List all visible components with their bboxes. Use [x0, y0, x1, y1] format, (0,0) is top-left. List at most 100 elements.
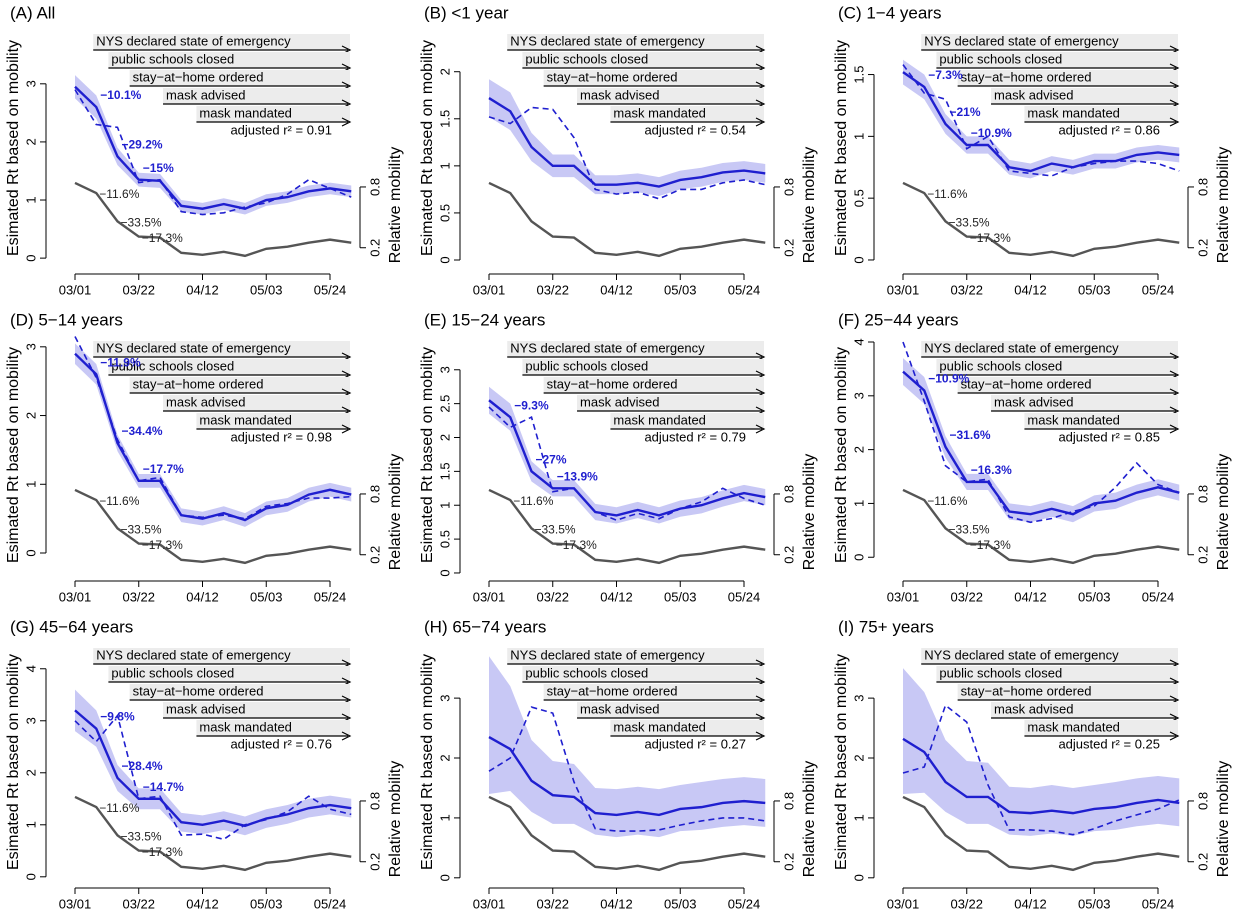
y-tick-label: 2 — [23, 138, 38, 145]
event-box — [610, 720, 764, 736]
y-axis-title: Esimated Rt based on mobility — [833, 654, 850, 870]
event-box — [543, 70, 764, 86]
y2-tick-label: 0.2 — [781, 239, 796, 257]
panel: NYS declared state of emergency public sc… — [5, 310, 404, 604]
event-box — [991, 395, 1178, 411]
event-label: stay−at−home ordered — [133, 683, 264, 698]
y-tick-label: 1 — [437, 162, 452, 169]
y-tick-label: 0.5 — [437, 204, 452, 222]
y2-tick-label: 0.8 — [367, 178, 382, 196]
y-tick-label: 3 — [23, 343, 38, 350]
event-box — [957, 70, 1178, 86]
r-squared: adjusted r² = 0.25 — [1058, 736, 1160, 751]
event-box — [522, 666, 764, 682]
x-tick-label: 05/03 — [664, 896, 697, 911]
y-tick-label: 1 — [23, 821, 38, 828]
event-box — [921, 341, 1178, 357]
y-tick-label: 0 — [437, 569, 452, 576]
x-tick-label: 03/22 — [536, 282, 569, 297]
panel-title: (B) <1 year — [424, 3, 509, 22]
y-tick-label: 3 — [851, 694, 866, 701]
event-box — [936, 52, 1178, 68]
event-box — [957, 684, 1178, 700]
y2-axis-title: Relative mobility — [387, 147, 404, 263]
x-tick-label: 03/22 — [950, 282, 983, 297]
y-tick-label: 1 — [851, 133, 866, 140]
x-tick-label: 05/24 — [314, 282, 347, 297]
mobility-line — [488, 181, 766, 258]
panel-title: (D) 5−14 years — [10, 310, 123, 329]
mobility-line — [902, 181, 1180, 258]
panel: NYS declared state of emergency public sc… — [419, 310, 818, 604]
x-tick-label: 04/12 — [186, 896, 219, 911]
event-label: mask advised — [166, 394, 245, 409]
event-box — [93, 648, 350, 664]
y-tick-label: 1.5 — [437, 110, 452, 128]
event-label: mask advised — [994, 394, 1073, 409]
mobility-change-label: −11.6% — [99, 801, 139, 815]
confidence-band — [903, 668, 1180, 836]
y-tick-label: 2 — [851, 446, 866, 453]
y2-axis-title: Relative mobility — [387, 454, 404, 570]
x-tick-label: 03/22 — [950, 589, 983, 604]
event-box — [1024, 413, 1178, 429]
y-tick-label: 3 — [23, 80, 38, 87]
x-tick-label: 05/03 — [664, 589, 697, 604]
r-squared: adjusted r² = 0.54 — [644, 122, 746, 137]
panel: NYS declared state of emergency public sc… — [5, 617, 404, 911]
event-label: public schools closed — [525, 358, 648, 373]
y-axis-title: Esimated Rt based on mobility — [833, 40, 850, 256]
y-tick-label: 0 — [437, 874, 452, 881]
rt-change-label: −9.8% — [100, 710, 135, 724]
x-tick-label: 05/24 — [314, 896, 347, 911]
x-tick-label: 03/01 — [473, 896, 506, 911]
confidence-band — [903, 59, 1180, 179]
x-tick-label: 05/03 — [1078, 589, 1111, 604]
y-tick-label: 3 — [437, 366, 452, 373]
arrow-head — [1169, 424, 1180, 434]
y-tick-label: 0.5 — [437, 530, 452, 548]
y2-axis-title: Relative mobility — [801, 454, 818, 570]
event-box — [577, 88, 764, 104]
y-tick-label: 1 — [851, 814, 866, 821]
event-box — [93, 341, 350, 357]
panel-title: (H) 65−74 years — [424, 617, 546, 636]
y2-axis-title: Relative mobility — [1215, 147, 1232, 263]
rt-change-label: −14.7% — [143, 780, 184, 794]
event-label: mask mandated — [1027, 412, 1120, 427]
y-tick-label: 0.5 — [851, 189, 866, 207]
rt-change-label: −34.4% — [122, 424, 163, 438]
mobility-change-label: −33.5% — [949, 523, 990, 537]
event-label: mask advised — [994, 87, 1073, 102]
x-tick-label: 04/12 — [600, 282, 633, 297]
y-tick-label: 1 — [437, 814, 452, 821]
event-box — [936, 359, 1178, 375]
y-tick-label: 2 — [437, 434, 452, 441]
event-label: stay−at−home ordered — [547, 69, 678, 84]
x-tick-label: 03/22 — [122, 282, 155, 297]
mobility-line — [74, 795, 352, 872]
event-box — [507, 34, 764, 50]
event-box — [543, 684, 764, 700]
event-label: NYS declared state of emergency — [924, 33, 1119, 48]
event-label: mask advised — [580, 701, 659, 716]
y-tick-label: 3 — [437, 694, 452, 701]
y2-axis-title: Relative mobility — [387, 761, 404, 877]
event-label: stay−at−home ordered — [961, 376, 1092, 391]
y2-axis-title: Relative mobility — [1215, 761, 1232, 877]
panel: NYS declared state of emergency public sc… — [833, 310, 1232, 604]
y2-tick-label: 0.2 — [1195, 546, 1210, 564]
panel: NYS declared state of emergency public sc… — [833, 617, 1232, 911]
event-box — [522, 359, 764, 375]
event-label: stay−at−home ordered — [547, 376, 678, 391]
y-tick-label: 0 — [851, 256, 866, 263]
event-label: NYS declared state of emergency — [510, 33, 705, 48]
estimated-rt-line — [488, 399, 766, 517]
x-tick-label: 04/12 — [1014, 282, 1047, 297]
arrow-head — [755, 424, 766, 434]
event-label: NYS declared state of emergency — [96, 33, 291, 48]
mobility-change-label: −33.5% — [949, 216, 990, 230]
x-tick-label: 03/01 — [887, 282, 920, 297]
estimated-rt-line — [902, 370, 1180, 516]
y2-tick-label: 0.8 — [367, 485, 382, 503]
